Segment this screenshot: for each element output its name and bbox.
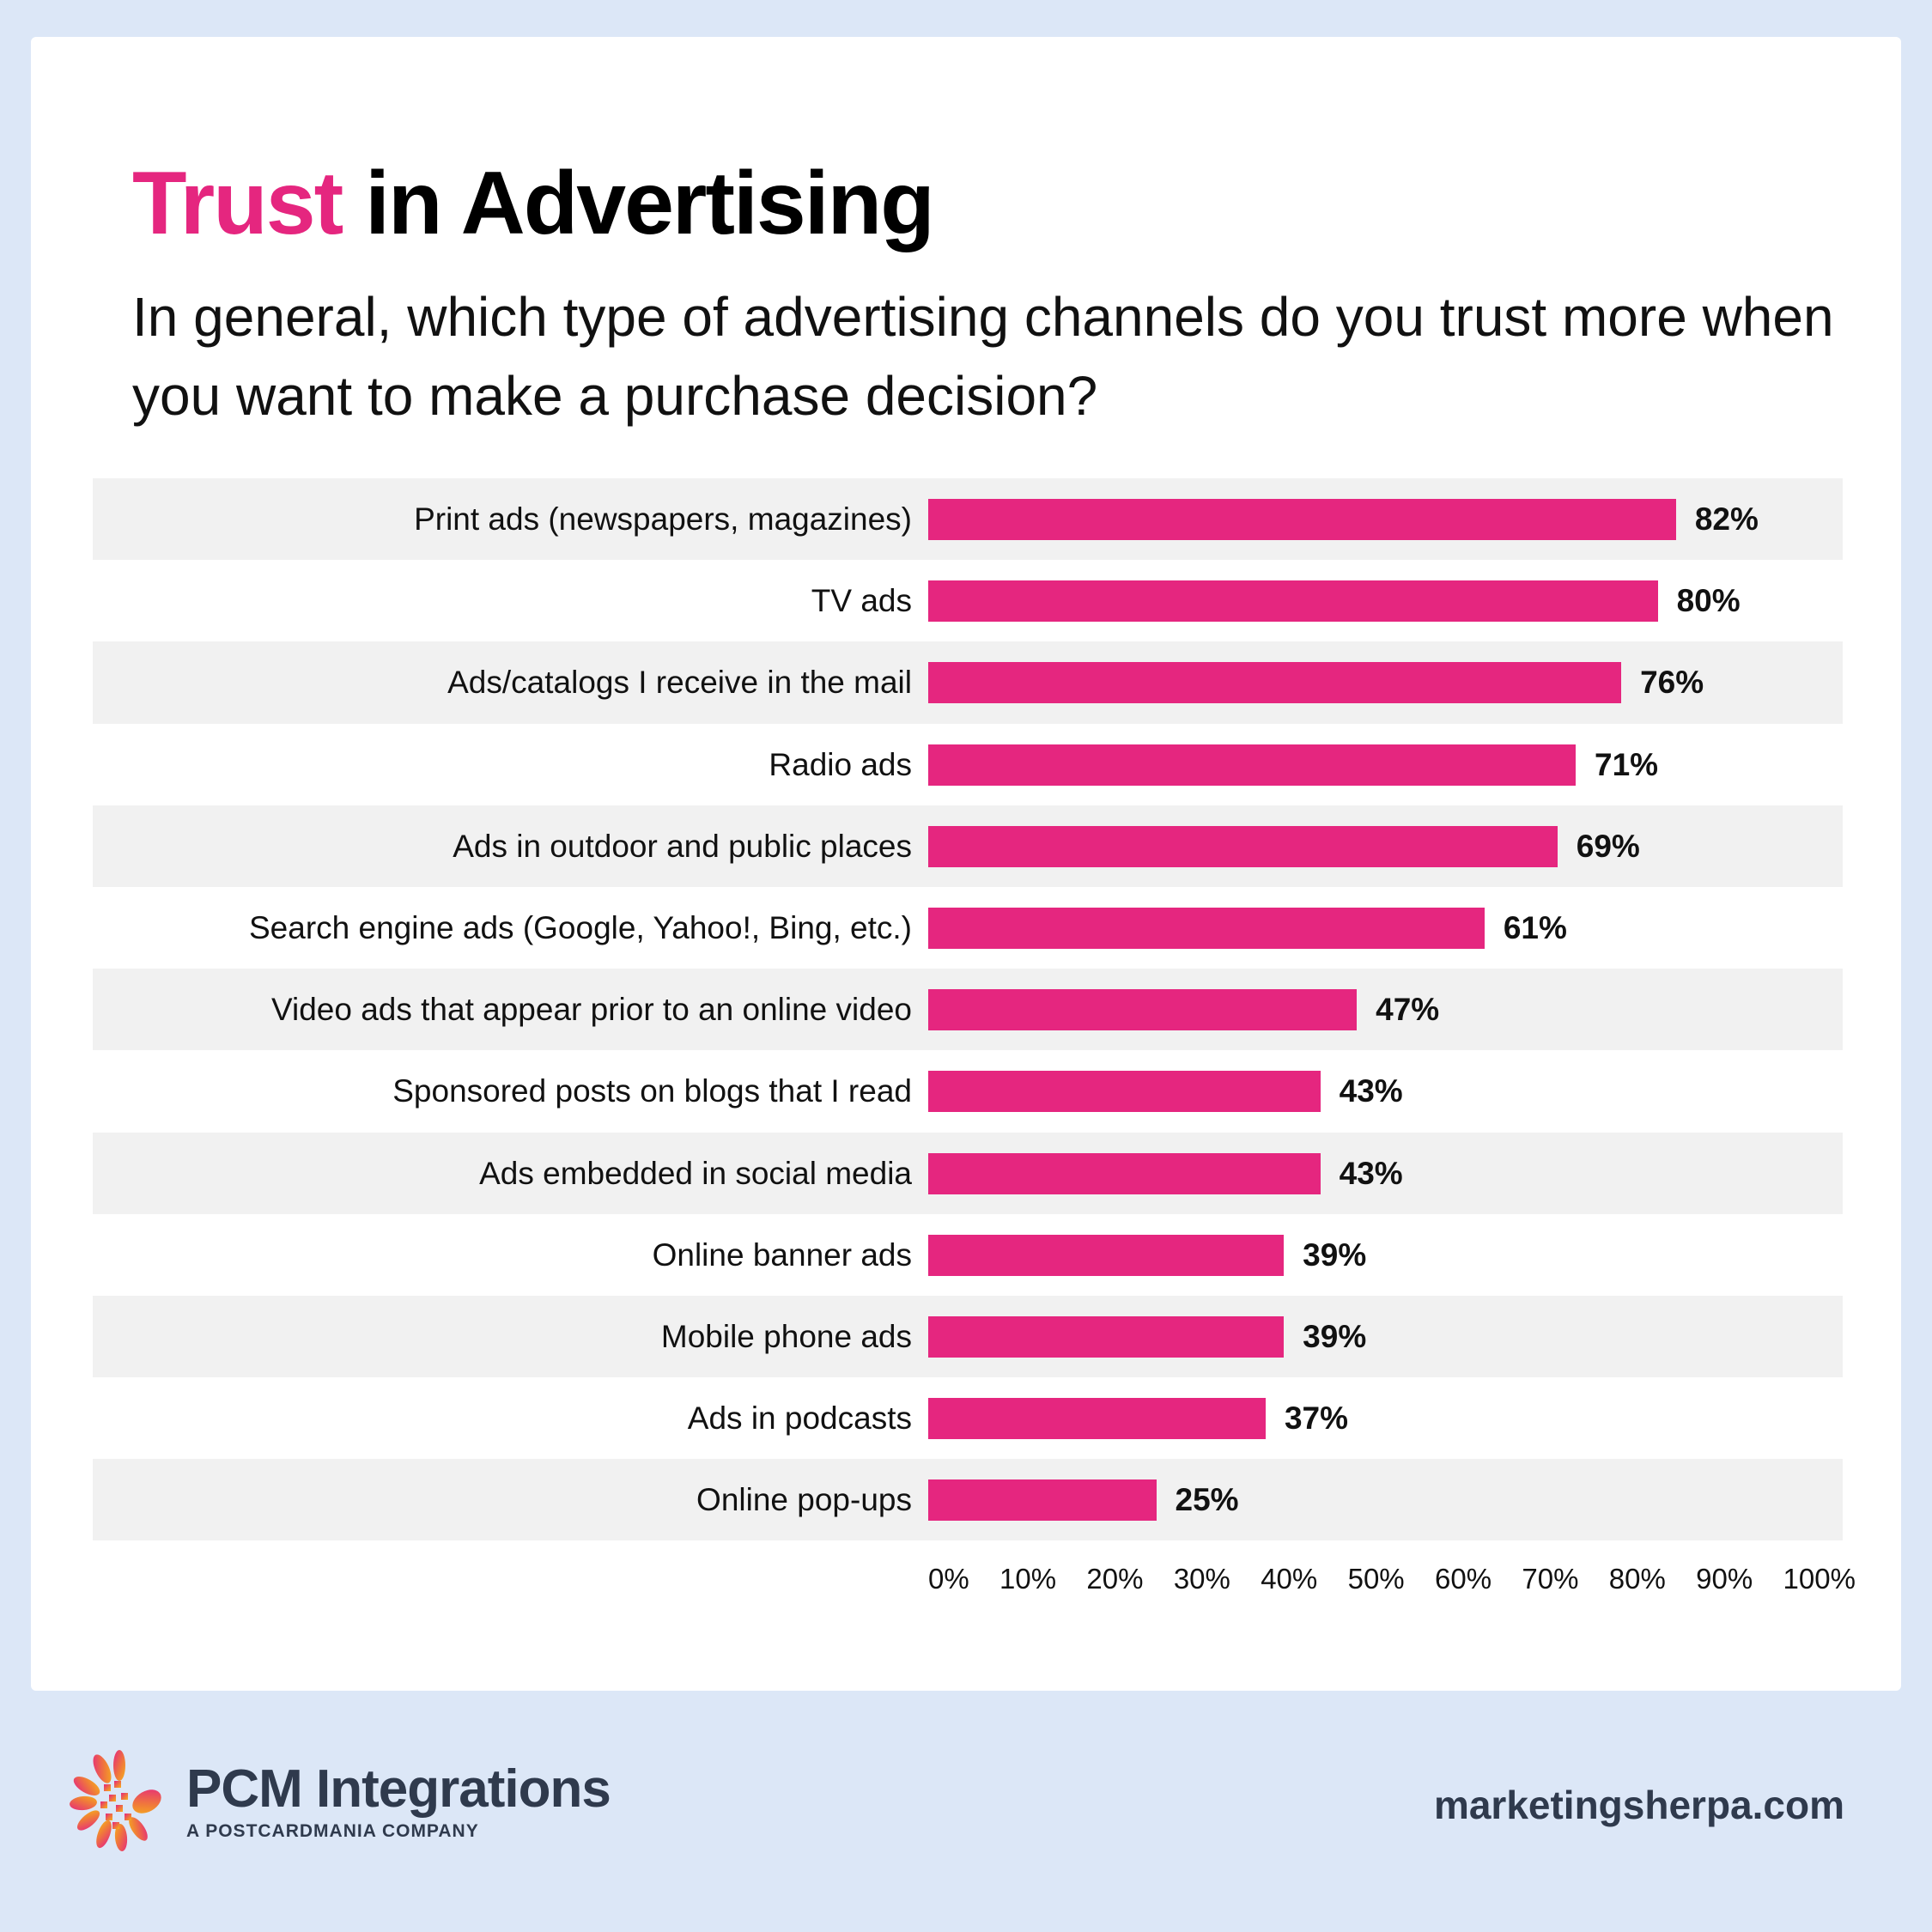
bar — [928, 1234, 1285, 1276]
source-url: marketingsherpa.com — [1433, 1783, 1844, 1827]
chart-row: Radio ads 71% — [93, 724, 1843, 805]
chart-row: Video ads that appear prior to an online… — [93, 969, 1843, 1051]
chart-row: Online pop-ups 25% — [93, 1459, 1843, 1541]
value-label: 43% — [1339, 1155, 1403, 1191]
bar — [928, 744, 1577, 786]
x-tick-label: 10% — [999, 1563, 1057, 1595]
x-tick-label: 20% — [1086, 1563, 1144, 1595]
category-label: Ads/catalogs I receive in the mail — [447, 665, 912, 701]
chart-row: Print ads (newspapers, magazines) 82% — [93, 478, 1843, 561]
category-label: Search engine ads (Google, Yahoo!, Bing,… — [248, 909, 912, 945]
x-tick-label: 30% — [1173, 1563, 1230, 1595]
chart-row: Ads in outdoor and public places 69% — [93, 805, 1843, 887]
value-label: 37% — [1284, 1400, 1348, 1437]
chart-row: Sponsored posts on blogs that I read 43% — [93, 1050, 1843, 1132]
category-label: Ads embedded in social media — [479, 1155, 912, 1191]
value-label: 39% — [1303, 1318, 1367, 1354]
bar — [928, 989, 1358, 1031]
category-label: Radio ads — [769, 746, 912, 782]
chart-row: Ads embedded in social media 43% — [93, 1132, 1843, 1214]
bar — [928, 825, 1558, 867]
value-label: 43% — [1339, 1073, 1403, 1109]
pcm-logo: PCM Integrations A POSTCARDMANIA COMPANY — [68, 1750, 611, 1853]
x-tick-label: 60% — [1434, 1563, 1492, 1595]
x-tick-label: 90% — [1696, 1563, 1753, 1595]
category-label: Online banner ads — [652, 1236, 912, 1273]
chart-row: Ads/catalogs I receive in the mail 76% — [93, 641, 1843, 724]
value-label: 47% — [1376, 992, 1440, 1028]
bar — [928, 1479, 1157, 1522]
x-tick-label: 50% — [1347, 1563, 1405, 1595]
value-label: 80% — [1676, 583, 1741, 619]
page-title: Trust in Advertising — [132, 153, 935, 255]
bar — [928, 580, 1658, 623]
chart-row: TV ads 80% — [93, 560, 1843, 641]
bar — [928, 907, 1485, 949]
x-tick-label: 70% — [1522, 1563, 1579, 1595]
chart-subtitle: In general, which type of advertising ch… — [132, 286, 1834, 427]
value-label: 76% — [1640, 665, 1704, 701]
x-tick-label: 100% — [1783, 1563, 1856, 1595]
category-label: Ads in podcasts — [687, 1400, 912, 1437]
flower-pixel-logo-icon — [70, 1750, 161, 1851]
x-tick-label: 0% — [928, 1563, 969, 1595]
chart-row: Online banner ads 39% — [93, 1214, 1843, 1296]
chart-row: Mobile phone ads 39% — [93, 1295, 1843, 1378]
bar — [928, 1398, 1266, 1440]
x-tick-label: 40% — [1261, 1563, 1318, 1595]
category-label: Online pop-ups — [696, 1482, 912, 1518]
bar — [928, 1152, 1321, 1194]
value-label: 25% — [1175, 1482, 1239, 1518]
chart-row: Search engine ads (Google, Yahoo!, Bing,… — [93, 887, 1843, 969]
category-label: TV ads — [811, 583, 912, 619]
title-accent: Trust — [132, 154, 343, 253]
value-label: 71% — [1595, 746, 1659, 782]
bar — [928, 662, 1622, 704]
bar — [928, 1315, 1285, 1358]
chart-row: Ads in podcasts 37% — [93, 1377, 1843, 1459]
value-label: 39% — [1303, 1236, 1367, 1273]
x-tick-label: 80% — [1608, 1563, 1666, 1595]
bar — [928, 1071, 1321, 1113]
logo-subtitle: A POSTCARDMANIA COMPANY — [186, 1821, 479, 1841]
bar-chart: Print ads (newspapers, magazines) 82% TV a… — [93, 478, 1843, 1541]
category-label: Print ads (newspapers, magazines) — [414, 501, 912, 537]
title-rest: in Advertising — [342, 154, 935, 253]
logo-name: PCM Integrations — [186, 1759, 611, 1819]
value-label: 61% — [1503, 909, 1567, 945]
value-label: 82% — [1694, 501, 1759, 537]
category-label: Mobile phone ads — [660, 1318, 912, 1354]
category-label: Ads in outdoor and public places — [453, 828, 912, 864]
bar — [928, 499, 1676, 540]
category-label: Sponsored posts on blogs that I read — [392, 1073, 912, 1109]
category-label: Video ads that appear prior to an online… — [270, 992, 912, 1028]
value-label: 69% — [1576, 828, 1640, 864]
x-axis: 0% 10% 20% 30% 40% 50% 60% 70% 80% 90% 100% — [928, 1563, 1856, 1595]
